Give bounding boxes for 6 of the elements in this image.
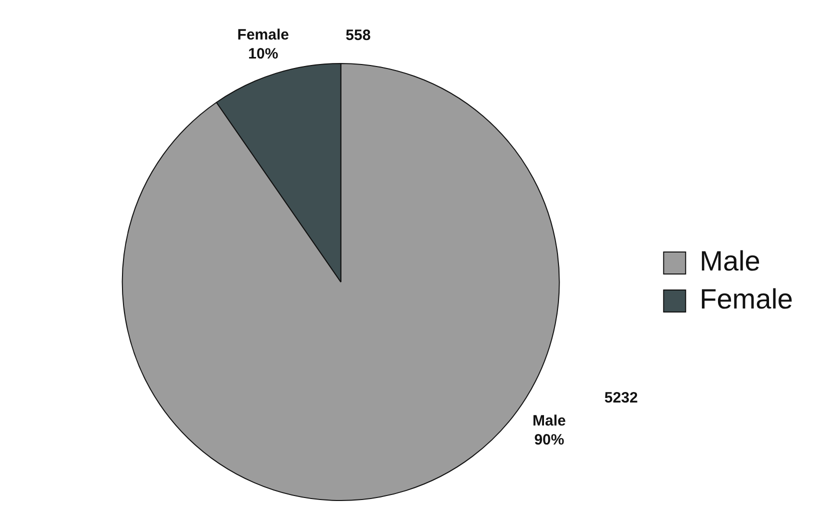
text: Male 90% (532, 412, 566, 449)
data-label: 5232 (604, 390, 638, 407)
legend-label: Male (700, 246, 760, 277)
data-label: 558 (346, 26, 371, 44)
legend-label: Female (700, 284, 794, 315)
text: Female 10% (237, 26, 289, 62)
